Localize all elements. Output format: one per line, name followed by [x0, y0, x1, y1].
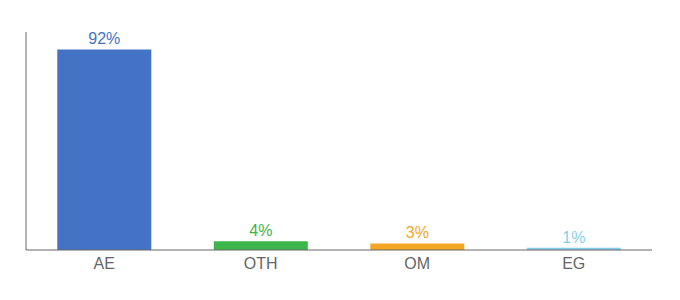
svg-text:92%: 92% — [88, 30, 120, 47]
svg-text:OTH: OTH — [244, 255, 278, 272]
svg-text:EG: EG — [562, 255, 585, 272]
svg-text:4%: 4% — [249, 222, 272, 239]
svg-text:OM: OM — [404, 255, 430, 272]
svg-text:3%: 3% — [406, 224, 429, 241]
svg-text:AE: AE — [94, 255, 115, 272]
svg-text:1%: 1% — [562, 229, 585, 246]
